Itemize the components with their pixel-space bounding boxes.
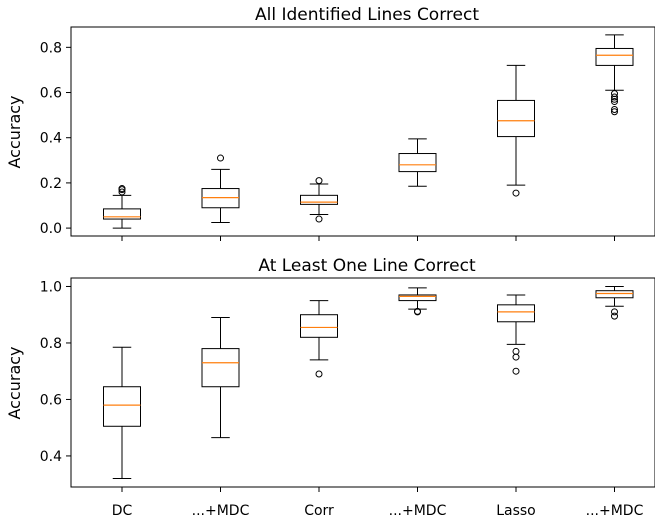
bottom-panel-frame <box>70 277 655 488</box>
outlier-point <box>611 312 618 320</box>
top-panel-frame <box>70 26 655 237</box>
y-tick-label: 0.2 <box>40 176 62 192</box>
y-tick-label: 0.6 <box>40 392 62 408</box>
box-4 <box>398 138 437 187</box>
top-panel-y-axis-label: Accuracy <box>5 95 24 168</box>
y-tick-label: 1.0 <box>40 279 62 295</box>
interquartile-box <box>398 294 437 302</box>
outlier-point <box>118 185 126 193</box>
outlier-point <box>414 307 421 315</box>
y-tick-label: 0.4 <box>40 131 62 147</box>
bottom-panel-at-least-one-correct: At Least One Line Correct Accuracy 0.40.… <box>5 256 655 519</box>
bottom-panel-y-axis-label: Accuracy <box>5 346 24 419</box>
outlier-point <box>315 177 323 185</box>
top-panel-all-lines-correct: All Identified Lines Correct Accuracy 0.… <box>5 5 655 241</box>
outlier-point <box>512 189 520 197</box>
x-category-label: ...+MDC <box>586 503 644 519</box>
top-panel-x-ticks <box>121 236 615 241</box>
box-3 <box>300 300 338 378</box>
box-2 <box>201 317 240 439</box>
x-category-label: ...+MDC <box>192 503 250 519</box>
outlier-point <box>611 93 618 101</box>
outlier-point <box>512 347 520 355</box>
interquartile-box <box>595 47 634 66</box>
y-tick-label: 0.8 <box>40 336 62 352</box>
interquartile-box <box>398 153 437 173</box>
y-tick-label: 0.4 <box>40 449 62 465</box>
x-category-label: Lasso <box>496 503 536 519</box>
outlier-point <box>315 215 323 223</box>
bottom-panel-boxes <box>103 285 634 480</box>
interquartile-box <box>103 208 141 220</box>
y-tick-label: 0.8 <box>40 40 62 56</box>
interquartile-box <box>497 304 535 323</box>
interquartile-box <box>103 386 141 427</box>
bottom-panel-x-ticks <box>121 487 615 492</box>
interquartile-box <box>497 99 535 138</box>
top-panel-y-ticks: 0.0 0.2 0.4 0.6 0.8 <box>40 40 71 237</box>
outlier-point <box>118 188 126 196</box>
top-panel-title: All Identified Lines Correct <box>255 5 479 25</box>
box-3 <box>300 177 338 223</box>
interquartile-box <box>595 290 634 299</box>
box-6 <box>595 285 634 320</box>
interquartile-box <box>300 314 338 338</box>
box-5 <box>497 64 535 197</box>
top-panel-boxes <box>103 34 634 229</box>
box-2 <box>201 154 240 223</box>
x-category-label: ...+MDC <box>389 503 447 519</box>
outlier-point <box>512 367 520 375</box>
box-4 <box>398 287 437 316</box>
outlier-point <box>512 353 520 361</box>
bottom-panel-y-ticks: 0.4 0.6 0.8 1.0 <box>40 279 71 465</box>
outlier-point <box>217 154 224 162</box>
y-tick-label: 0.6 <box>40 86 62 102</box>
x-category-label: DC <box>112 503 133 519</box>
box-1 <box>103 346 141 480</box>
box-1 <box>103 185 141 229</box>
box-6 <box>595 34 634 116</box>
interquartile-box <box>201 348 240 388</box>
x-axis-category-labels: DC ...+MDC Corr ...+MDC Lasso ...+MDC <box>112 503 644 519</box>
outlier-point <box>611 98 618 106</box>
outlier-point <box>611 105 618 113</box>
outlier-point <box>611 90 618 98</box>
bottom-panel-title: At Least One Line Correct <box>258 256 476 276</box>
outlier-point <box>611 108 618 116</box>
interquartile-box <box>300 194 338 205</box>
box-5 <box>497 294 535 375</box>
outlier-point <box>611 308 618 316</box>
outlier-point <box>315 370 323 378</box>
x-category-label: Corr <box>304 503 334 519</box>
y-tick-label: 0.0 <box>40 221 62 237</box>
